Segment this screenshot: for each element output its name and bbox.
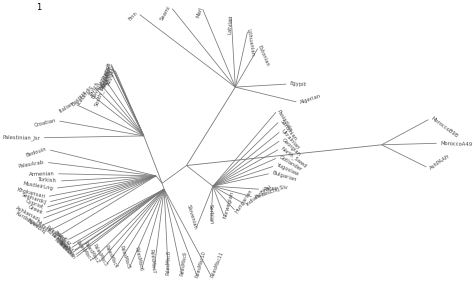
Text: Russian: Russian — [103, 66, 114, 87]
Text: IndiancBhai: IndiancBhai — [245, 184, 273, 207]
Text: Hungarian: Hungarian — [235, 188, 254, 214]
Text: PalesMisc5: PalesMisc5 — [118, 245, 131, 270]
Text: MoroccoA49: MoroccoA49 — [440, 141, 473, 147]
Text: PalesMisc4: PalesMisc4 — [104, 244, 118, 269]
Text: PalesGaz: PalesGaz — [53, 230, 72, 247]
Text: PalesBlq: PalesBlq — [26, 218, 46, 235]
Text: PalesMisc7: PalesMisc7 — [149, 248, 156, 273]
Text: 1: 1 — [36, 3, 41, 12]
Text: Serbian: Serbian — [207, 204, 213, 224]
Text: Basque: Basque — [71, 89, 88, 107]
Text: Croatian: Croatian — [33, 118, 56, 128]
Text: Greek: Greek — [27, 205, 44, 216]
Text: PalesMisc2: PalesMisc2 — [83, 241, 100, 265]
Text: Belarusian: Belarusian — [99, 62, 112, 91]
Text: Egypit: Egypit — [290, 82, 307, 88]
Text: Mari: Mari — [196, 6, 204, 18]
Text: Turkish: Turkish — [38, 177, 57, 184]
Text: PalesMisc8: PalesMisc8 — [166, 250, 172, 275]
Text: PalesWest: PalesWest — [50, 232, 71, 251]
Text: MoroccoB98: MoroccoB98 — [430, 116, 459, 139]
Text: Yugoslaw: Yugoslaw — [276, 163, 300, 178]
Text: MustleirLng: MustleirLng — [22, 181, 54, 191]
Text: Italian: Italian — [58, 101, 74, 114]
Text: Lithuanian: Lithuanian — [246, 28, 255, 57]
Text: Pasiodala: Pasiodala — [276, 108, 293, 132]
Text: Icelandic: Icelandic — [77, 84, 95, 106]
Text: South_Russian: South_Russian — [94, 69, 112, 107]
Text: SephardcJ: SephardcJ — [20, 192, 47, 205]
Text: PalesMisc1: PalesMisc1 — [74, 240, 93, 263]
Text: Latvian: Latvian — [228, 14, 234, 34]
Text: Paras_Slv: Paras_Slv — [263, 185, 288, 192]
Text: KurdshJew: KurdshJew — [14, 211, 40, 229]
Text: Orcadian: Orcadian — [101, 64, 113, 88]
Text: PalesBind: PalesBind — [53, 237, 72, 256]
Text: Georgian: Georgian — [281, 137, 301, 158]
Text: Finn: Finn — [128, 11, 139, 22]
Text: PalesMisc10: PalesMisc10 — [195, 250, 207, 278]
Text: PalesGran: PalesGran — [57, 240, 76, 260]
Text: Algerian: Algerian — [300, 93, 322, 105]
Text: AshPAAfr: AshPAAfr — [428, 153, 451, 171]
Text: French: French — [102, 61, 112, 79]
Text: PalesMisc11: PalesMisc11 — [210, 251, 225, 279]
Text: Khokansari: Khokansari — [16, 187, 46, 199]
Text: Armenian: Armenian — [28, 171, 55, 177]
Text: PalesMisc3: PalesMisc3 — [91, 243, 108, 267]
Text: PalesGnd: PalesGnd — [55, 235, 74, 254]
Text: Adygei: Adygei — [106, 67, 117, 86]
Text: PalesBelot: PalesBelot — [45, 225, 67, 243]
Text: Gotlander: Gotlander — [278, 155, 303, 173]
Text: PalaesElst: PalaesElst — [255, 186, 281, 200]
Text: Ukrainian: Ukrainian — [280, 128, 301, 151]
Text: PalesMisc6: PalesMisc6 — [134, 247, 144, 272]
Text: Bedouin: Bedouin — [25, 147, 47, 158]
Text: North_Swed: North_Swed — [280, 146, 308, 170]
Text: Muqdishu: Muqdishu — [34, 219, 57, 240]
Text: PalesFran: PalesFran — [57, 239, 75, 258]
Text: Bavarian: Bavarian — [91, 76, 106, 99]
Text: Norwegian: Norwegian — [222, 191, 235, 219]
Text: Bulgarian: Bulgarian — [272, 171, 298, 183]
Text: Palestinian_Jsr: Palestinian_Jsr — [2, 134, 40, 141]
Text: PalesArab: PalesArab — [18, 160, 45, 169]
Text: Ashkenazi: Ashkenazi — [15, 205, 41, 222]
Text: Estonian: Estonian — [257, 45, 270, 68]
Text: Dutch: Dutch — [88, 80, 100, 96]
Text: PalesMisc9: PalesMisc9 — [180, 251, 188, 277]
Text: Sardinian: Sardinian — [278, 119, 297, 142]
Text: Saami: Saami — [160, 5, 173, 22]
Text: Cypriot: Cypriot — [25, 199, 45, 210]
Text: Slovenian: Slovenian — [186, 204, 198, 231]
